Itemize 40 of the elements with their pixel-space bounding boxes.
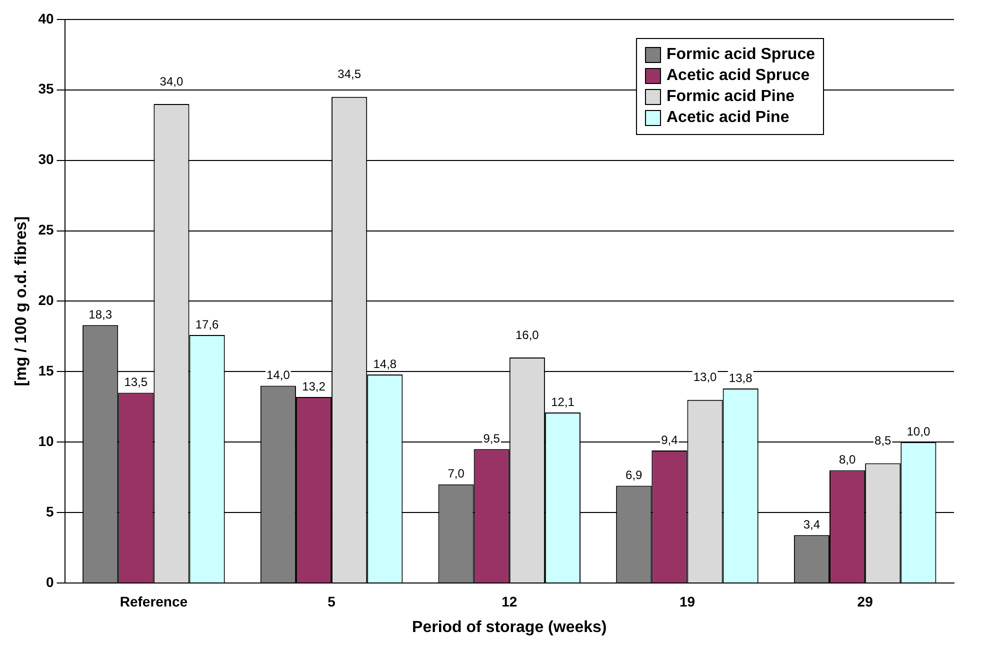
data-label: 14,0 xyxy=(266,368,290,382)
data-label: 18,3 xyxy=(88,307,112,322)
y-axis-title: [mg / 100 g o.d. fibres] xyxy=(13,216,30,386)
data-label: 9,5 xyxy=(483,431,500,446)
data-label: 13,8 xyxy=(728,370,753,385)
data-label: 8,0 xyxy=(838,452,856,467)
y-tick-label: 30 xyxy=(38,151,54,168)
x-tick-label: 5 xyxy=(328,593,336,610)
y-tick-label: 15 xyxy=(38,362,54,379)
y-tick-label: 35 xyxy=(38,80,54,97)
y-tick-label: 10 xyxy=(38,432,54,449)
y-tick-label: 5 xyxy=(46,503,54,520)
data-label: 17,6 xyxy=(195,317,220,332)
y-tick-label: 20 xyxy=(38,292,54,308)
data-label: 9,4 xyxy=(661,432,678,447)
x-tick-label: Reference xyxy=(120,593,188,610)
data-label: 8,5 xyxy=(874,434,892,448)
x-tick-label: 29 xyxy=(857,593,874,610)
legend-label: Acetic acid Pine xyxy=(666,109,790,127)
y-tick-label: 25 xyxy=(38,222,54,238)
data-label: 14,8 xyxy=(373,356,397,371)
x-tick-label: 12 xyxy=(502,593,518,610)
x-tick-label: 19 xyxy=(679,593,696,610)
data-label: 13,2 xyxy=(302,379,326,394)
data-label: 13,5 xyxy=(124,375,148,390)
data-label: 10,0 xyxy=(906,424,930,438)
legend-label: Formic acid Spruce xyxy=(666,46,815,64)
data-label: 7,0 xyxy=(448,466,465,481)
data-label: 13,0 xyxy=(693,370,718,384)
legend-label: Acetic acid Spruce xyxy=(666,67,810,85)
y-tick-label: 40 xyxy=(38,10,54,26)
y-tick-label: 0 xyxy=(46,574,54,590)
data-label: 12,1 xyxy=(551,394,575,409)
data-label: 6,9 xyxy=(626,468,643,482)
x-axis-title: Period of storage (weeks) xyxy=(412,618,607,636)
legend-label: Formic acid Pine xyxy=(666,88,795,106)
data-label: 34,5 xyxy=(338,67,362,82)
data-label: 34,0 xyxy=(160,74,184,88)
data-label: 16,0 xyxy=(515,328,540,342)
data-label: 3,4 xyxy=(803,517,820,532)
